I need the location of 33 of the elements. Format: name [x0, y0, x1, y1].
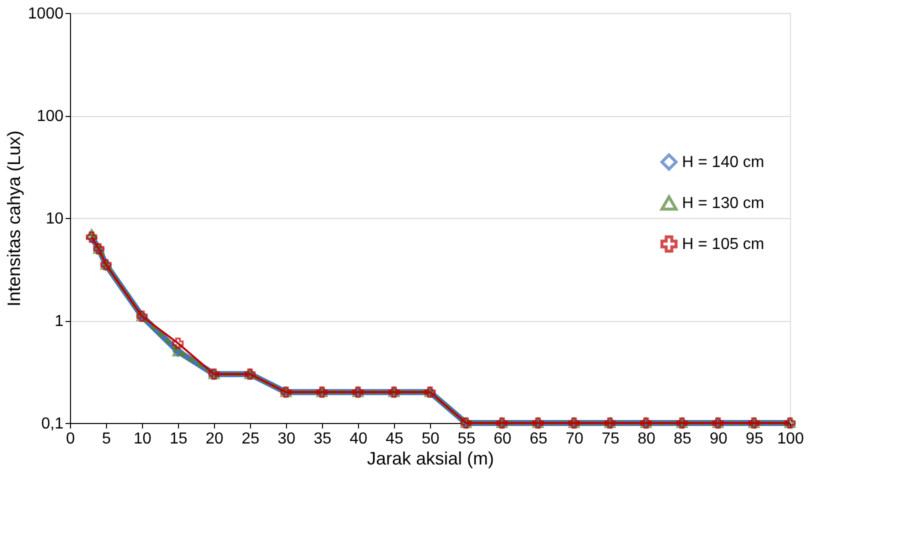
x-tick-label: 70 — [566, 430, 584, 448]
legend-label: H = 105 cm — [682, 236, 764, 253]
x-tick-label: 25 — [242, 430, 260, 448]
x-tick-label: 40 — [350, 430, 368, 448]
x-tick-label: 95 — [746, 430, 764, 448]
x-tick-label: 80 — [638, 430, 656, 448]
x-tick-label: 75 — [602, 430, 620, 448]
x-tick-label: 5 — [102, 430, 112, 448]
x-tick-label: 45 — [386, 430, 404, 448]
legend-label: H = 130 cm — [682, 195, 764, 212]
x-tick-label: 20 — [206, 430, 224, 448]
point — [86, 228, 98, 239]
y-axis-title: Intensitas cahya (Lux) — [4, 130, 24, 307]
x-tick-label: 35 — [314, 430, 332, 448]
x-tick-label: 0 — [66, 430, 76, 448]
x-tick-label: 30 — [278, 430, 296, 448]
x-axis-title: Jarak aksial (m) — [366, 448, 494, 468]
x-tick-label: 50 — [422, 430, 440, 448]
y-tick-label: 10 — [46, 210, 64, 228]
x-tick-label: 10 — [134, 430, 152, 448]
x-tick-label: 15 — [170, 430, 188, 448]
y-tick-label: 1000 — [28, 6, 64, 22]
x-tick-label: 55 — [458, 430, 476, 448]
y-tick-label: 100 — [36, 108, 64, 125]
x-tick-label: 100 — [777, 430, 804, 448]
y-tick-label: 0,1 — [41, 416, 64, 432]
x-tick-label: 90 — [710, 430, 728, 448]
legend-label: H = 140 cm — [682, 154, 764, 171]
point — [172, 338, 184, 349]
x-tick-label: 65 — [530, 430, 548, 448]
y-tick-label: 1 — [54, 313, 64, 330]
x-tick-label: 85 — [674, 430, 692, 448]
x-tick-label: 60 — [494, 430, 512, 448]
